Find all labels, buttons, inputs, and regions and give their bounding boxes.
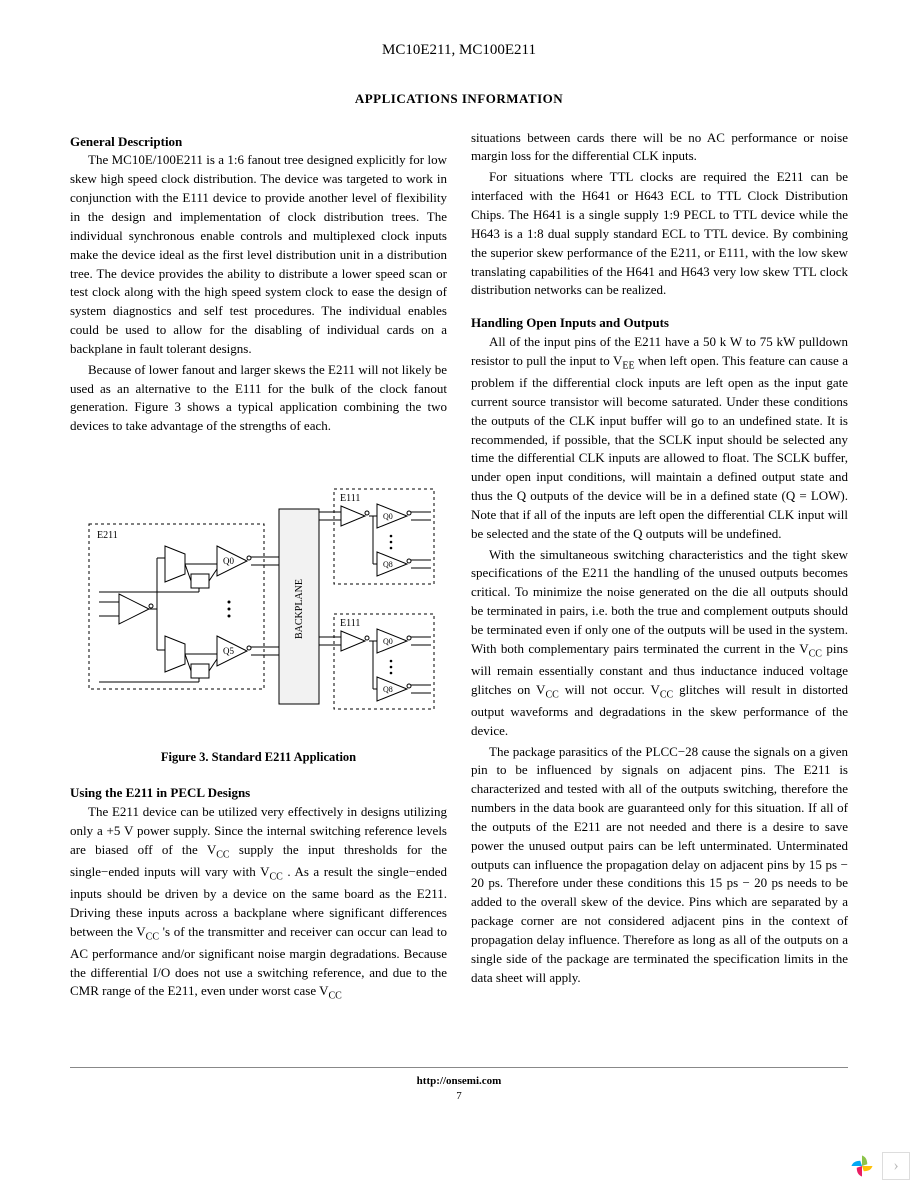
para-h2-c: will not occur. V [565, 682, 660, 697]
figure-3-caption: Figure 3. Standard E211 Application [70, 748, 447, 766]
corner-widget: › [848, 1152, 910, 1180]
sub-cc-1: CC [216, 849, 229, 860]
footer-url: http://onsemi.com [70, 1074, 848, 1090]
page-number: 7 [70, 1089, 848, 1105]
label-q5-e211: Q5 [223, 646, 234, 656]
label-q0-bot: Q0 [383, 637, 393, 646]
para-general-1: The MC10E/100E211 is a 1:6 fanout tree d… [70, 151, 447, 358]
heading-handling: Handling Open Inputs and Outputs [471, 314, 848, 333]
doc-title: MC10E211, MC100E211 [70, 40, 848, 62]
sub-cc-r1: CC [809, 648, 822, 659]
label-e111-bot: E111 [340, 618, 360, 629]
para-right-2: For situations where TTL clocks are requ… [471, 168, 848, 300]
para-general-2: Because of lower fanout and larger skews… [70, 361, 447, 436]
para-pecl: The E211 device can be utilized very eff… [70, 803, 447, 1004]
sub-cc-4: CC [329, 991, 342, 1002]
figure-3: E211 Q0 [70, 454, 447, 766]
para-right-1: situations between cards there will be n… [471, 129, 848, 167]
heading-pecl: Using the E211 in PECL Designs [70, 784, 447, 803]
label-e211: E211 [97, 530, 118, 541]
section-title: APPLICATIONS INFORMATION [70, 90, 848, 109]
left-column: General Description The MC10E/100E211 is… [70, 129, 447, 1007]
label-q8-top: Q8 [383, 560, 393, 569]
sub-cc-r3: CC [660, 689, 673, 700]
label-q8-bot: Q8 [383, 685, 393, 694]
sub-cc-2: CC [269, 871, 282, 882]
right-column: situations between cards there will be n… [471, 129, 848, 1007]
para-h1-a: All of the input pins of the E211 have a… [489, 334, 726, 349]
page-footer: http://onsemi.com 7 [70, 1067, 848, 1106]
label-backplane: BACKPLANE [294, 579, 305, 639]
para-handling-3: The package parasitics of the PLCC−28 ca… [471, 743, 848, 988]
para-h1-c: when left open. This feature can cause a… [471, 353, 848, 541]
sub-cc-3: CC [146, 931, 159, 942]
label-e111-top: E111 [340, 493, 360, 504]
two-column-layout: General Description The MC10E/100E211 is… [70, 129, 848, 1007]
heading-general-description: General Description [70, 133, 447, 152]
sub-cc-r2: CC [545, 689, 558, 700]
para-h2-a: With the simultaneous switching characte… [471, 547, 848, 656]
para-handling-2: With the simultaneous switching characte… [471, 546, 848, 741]
para-handling-1: All of the input pins of the E211 have a… [471, 333, 848, 544]
label-q0-top: Q0 [383, 512, 393, 521]
sub-ee: EE [622, 360, 634, 371]
next-arrow-button[interactable]: › [882, 1152, 910, 1180]
label-q0-e211: Q0 [223, 556, 234, 566]
figure-3-diagram: E211 Q0 [79, 454, 439, 734]
pinwheel-icon [848, 1152, 876, 1180]
